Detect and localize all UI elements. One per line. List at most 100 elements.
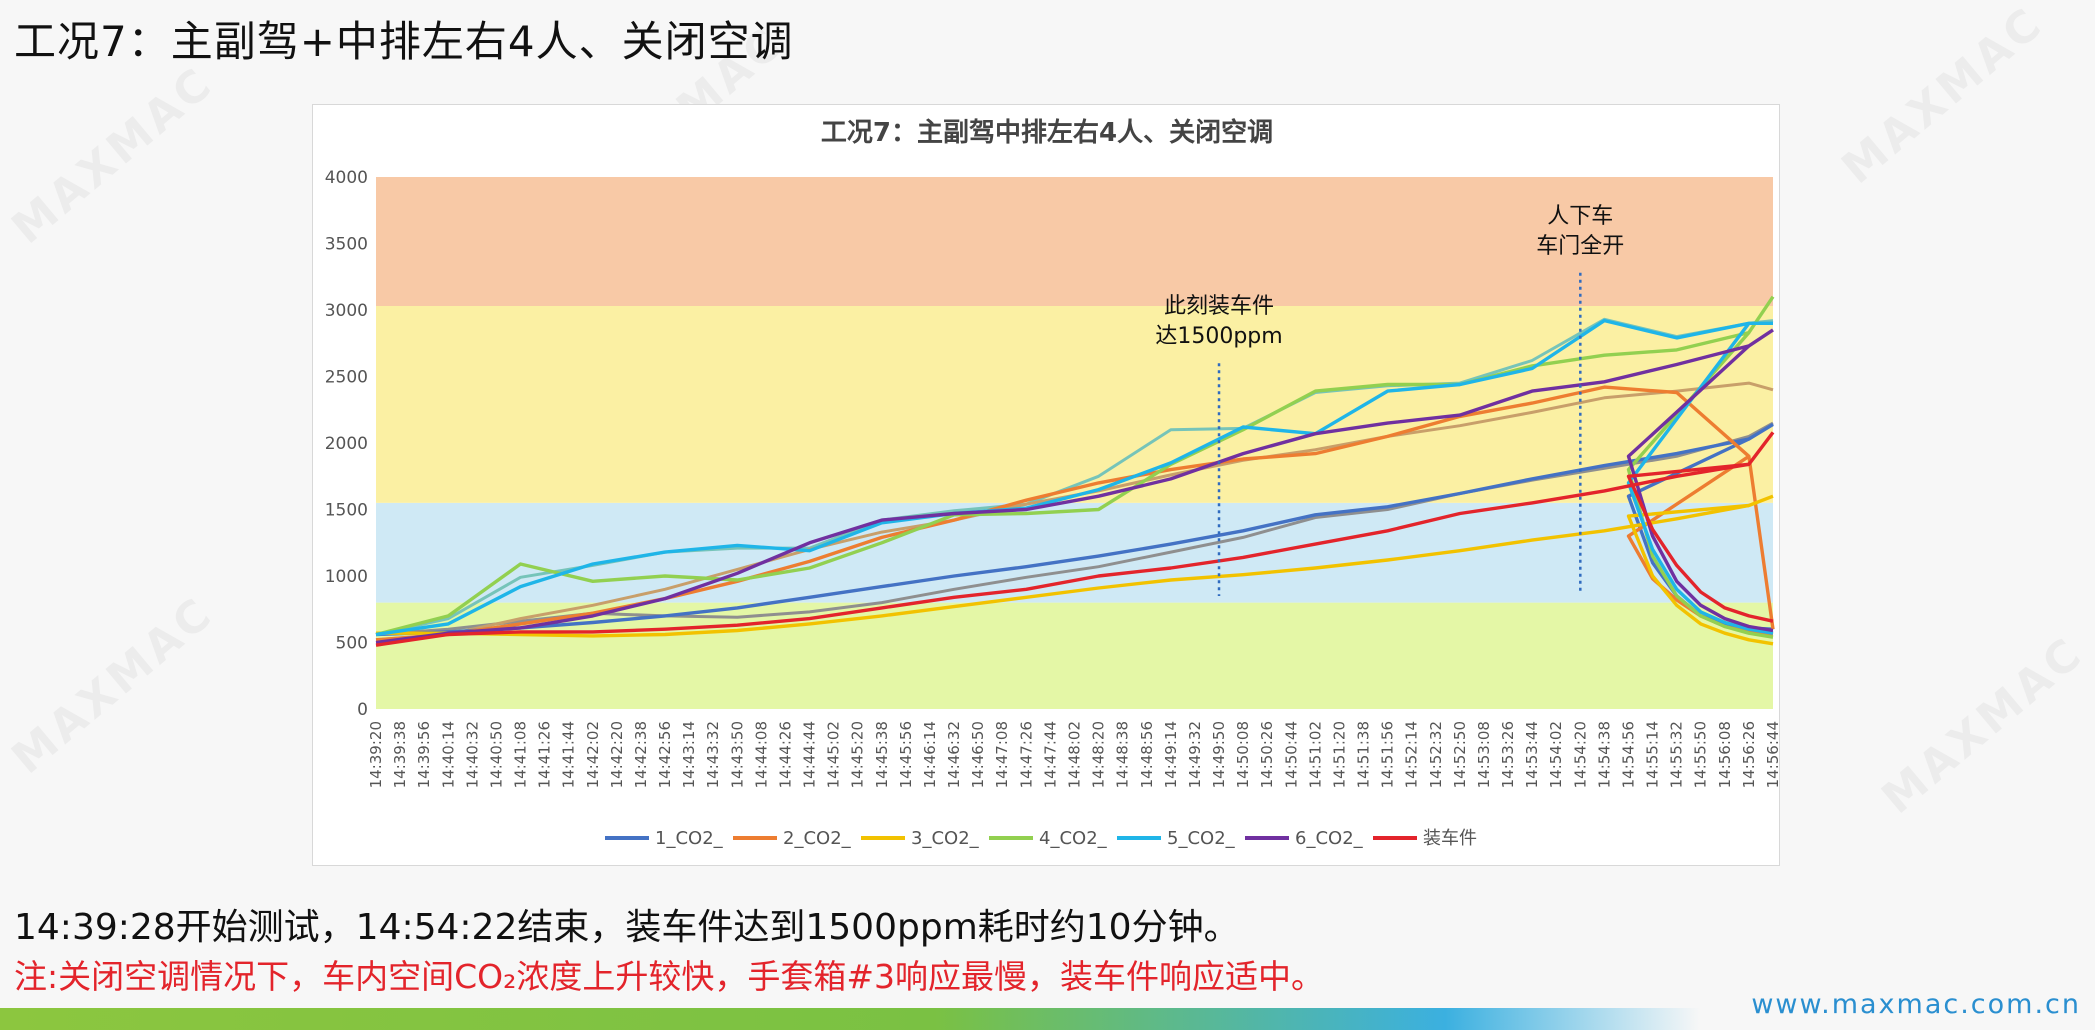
x-tick-label: 14:55:32	[1668, 721, 1686, 788]
x-tick-label: 14:39:38	[391, 721, 409, 788]
y-tick-label: 3000	[325, 301, 368, 321]
x-tick-label: 14:50:26	[1258, 721, 1276, 788]
x-tick-label: 14:46:32	[945, 721, 963, 788]
x-tick-label: 14:44:44	[801, 721, 819, 788]
x-tick-label: 14:44:08	[752, 721, 770, 788]
x-tick-label: 14:48:02	[1066, 721, 1084, 788]
x-tick-label: 14:41:44	[560, 721, 578, 788]
x-tick-label: 14:54:38	[1595, 721, 1613, 788]
x-tick-label: 14:45:56	[897, 721, 915, 788]
x-tick-label: 14:45:02	[825, 721, 843, 788]
x-tick-label: 14:48:56	[1138, 721, 1156, 788]
x-tick-label: 14:50:44	[1282, 721, 1300, 788]
watermark: MAXMAC	[1872, 627, 2093, 824]
x-tick-label: 14:41:26	[536, 721, 554, 788]
legend-label: 5_CO2_	[1167, 828, 1236, 849]
x-tick-label: 14:49:50	[1210, 721, 1228, 788]
x-tick-label: 14:43:50	[728, 721, 746, 788]
annotation-label: 车门全开	[1536, 234, 1624, 259]
x-tick-label: 14:52:14	[1403, 721, 1421, 788]
y-tick-label: 1500	[325, 501, 368, 521]
page-title: 工况7：主副驾+中排左右4人、关闭空调	[14, 17, 794, 66]
x-tick-label: 14:46:14	[921, 721, 939, 788]
overlay-series-line	[375, 421, 1774, 636]
x-tick-label: 14:48:38	[1114, 721, 1132, 788]
series-line-7	[375, 431, 1775, 647]
x-tick-label: 14:52:32	[1427, 721, 1445, 788]
x-tick-label: 14:56:44	[1764, 721, 1781, 788]
x-tick-label: 14:54:02	[1547, 721, 1565, 788]
legend-label: 2_CO2_	[783, 828, 852, 849]
y-tick-label: 3500	[325, 235, 368, 255]
x-tick-label: 14:42:38	[632, 721, 650, 788]
legend-label: 6_CO2_	[1295, 828, 1364, 849]
x-tick-label: 14:49:32	[1186, 721, 1204, 788]
zone-band-2	[376, 306, 1773, 503]
x-tick-label: 14:42:02	[584, 721, 602, 788]
series-tail-3	[1626, 503, 1774, 646]
series-tail-5	[1626, 322, 1774, 635]
co2-line-chart: 工况7：主副驾中排左右4人、关闭空调 0 500 1000 1500 2000 2500 30…	[325, 117, 1781, 849]
x-tick-label: 14:54:56	[1619, 721, 1637, 788]
x-tick-label: 14:41:08	[512, 721, 530, 788]
x-tick-label: 14:39:20	[367, 721, 385, 788]
y-tick-label: 0	[357, 700, 368, 720]
x-tick-label: 14:40:50	[487, 721, 505, 788]
x-tick-label: 14:45:20	[849, 721, 867, 788]
x-tick-label: 14:56:26	[1740, 721, 1758, 788]
legend-label: 装车件	[1423, 828, 1477, 849]
x-tick-label: 14:39:56	[415, 721, 433, 788]
legend-label: 3_CO2_	[911, 828, 980, 849]
chart-title: 工况7：主副驾中排左右4人、关闭空调	[821, 117, 1273, 148]
x-tick-label: 14:45:38	[873, 721, 891, 788]
y-tick-label: 1000	[325, 567, 368, 587]
x-tick-label: 14:51:20	[1330, 721, 1348, 788]
conclusion-note: 注:关闭空调情况下，车内空间CO₂浓度上升较快，手套箱#3响应最慢，装车件响应适…	[14, 957, 1325, 996]
series-tail-6	[1626, 344, 1774, 633]
x-tick-label: 14:42:20	[608, 721, 626, 788]
annotation-label: 达1500ppm	[1155, 324, 1282, 349]
x-tick-label: 14:40:32	[463, 721, 481, 788]
watermark: MAXMAC	[1832, 0, 2053, 194]
x-tick-label: 14:48:20	[1090, 721, 1108, 788]
x-tick-label: 14:47:26	[1017, 721, 1035, 788]
zone-band-3	[376, 177, 1773, 307]
annotation-label: 人下车	[1547, 204, 1613, 229]
x-tick-label: 14:50:08	[1234, 721, 1252, 788]
x-tick-label: 14:51:02	[1306, 721, 1324, 788]
footer-bar	[0, 1008, 1700, 1030]
y-tick-label: 4000	[325, 168, 368, 188]
zone-band-1	[376, 502, 1773, 603]
legend-label: 4_CO2_	[1039, 828, 1108, 849]
x-tick-label: 14:53:26	[1499, 721, 1517, 788]
x-tick-label: 14:52:50	[1451, 721, 1469, 788]
x-tick-label: 14:43:32	[704, 721, 722, 788]
x-tick-label: 14:40:14	[439, 721, 457, 788]
x-tick-label: 14:47:08	[993, 721, 1011, 788]
x-tick-label: 14:47:44	[1041, 721, 1059, 788]
y-tick-label: 500	[336, 634, 368, 654]
brand-url[interactable]: www.maxmac.com.cn	[1751, 989, 2081, 1020]
x-tick-label: 14:53:08	[1475, 721, 1493, 788]
x-tick-label: 14:55:14	[1644, 721, 1662, 788]
annotation-label: 此刻装车件	[1164, 294, 1274, 319]
y-tick-label: 2000	[325, 434, 368, 454]
x-tick-label: 14:53:44	[1523, 721, 1541, 788]
watermark: MAXMAC	[2, 587, 223, 784]
x-tick-label: 14:54:20	[1571, 721, 1589, 788]
chart-card: 工况7：主副驾中排左右4人、关闭空调 0 500 1000 1500 2000 2500 30…	[312, 104, 1781, 866]
y-tick-label: 2500	[325, 368, 368, 388]
x-tick-label: 14:42:56	[656, 721, 674, 788]
watermark: MAXMAC	[2, 57, 223, 254]
legend-label: 1_CO2_	[655, 828, 724, 849]
x-tick-label: 14:51:38	[1355, 721, 1373, 788]
test-summary-note: 14:39:28开始测试，14:54:22结束，装车件达到1500ppm耗时约1…	[14, 907, 1240, 948]
x-tick-label: 14:49:14	[1162, 721, 1180, 788]
x-tick-label: 14:44:26	[776, 721, 794, 788]
x-tick-label: 14:43:14	[680, 721, 698, 788]
x-tick-label: 14:56:08	[1716, 721, 1734, 788]
x-tick-label: 14:46:50	[969, 721, 987, 788]
series-tail-7	[1626, 462, 1774, 623]
x-tick-label: 14:55:50	[1692, 721, 1710, 788]
x-tick-label: 14:51:56	[1379, 721, 1397, 788]
